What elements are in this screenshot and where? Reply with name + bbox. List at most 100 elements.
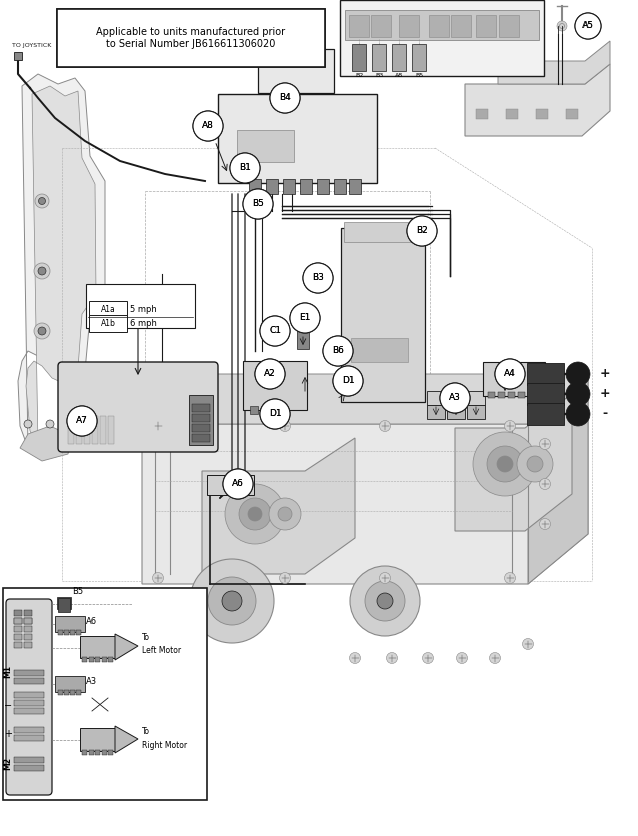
FancyBboxPatch shape	[498, 392, 505, 398]
Circle shape	[350, 566, 420, 636]
FancyBboxPatch shape	[349, 15, 369, 37]
Circle shape	[380, 573, 390, 584]
Circle shape	[407, 216, 437, 246]
Circle shape	[46, 420, 54, 428]
Text: B5: B5	[252, 200, 264, 208]
FancyBboxPatch shape	[64, 690, 69, 695]
Text: TO JOYSTICK: TO JOYSTICK	[12, 43, 52, 48]
Polygon shape	[115, 726, 138, 753]
Circle shape	[67, 406, 97, 436]
Text: A7: A7	[76, 416, 88, 426]
FancyBboxPatch shape	[101, 657, 107, 662]
Circle shape	[67, 406, 97, 436]
FancyBboxPatch shape	[24, 642, 32, 648]
Text: A6: A6	[232, 480, 244, 488]
Text: A6: A6	[232, 480, 244, 488]
Circle shape	[457, 653, 468, 664]
FancyBboxPatch shape	[192, 414, 210, 422]
Circle shape	[380, 421, 390, 431]
FancyBboxPatch shape	[372, 44, 386, 71]
Text: M2: M2	[3, 757, 13, 771]
Circle shape	[387, 653, 397, 664]
Text: C1: C1	[269, 327, 281, 335]
FancyBboxPatch shape	[527, 403, 564, 425]
Text: D1: D1	[342, 376, 354, 385]
Circle shape	[279, 573, 290, 584]
Text: A4: A4	[504, 370, 516, 379]
Circle shape	[566, 402, 590, 426]
Text: A2: A2	[264, 370, 276, 379]
FancyBboxPatch shape	[76, 416, 82, 444]
Text: B5: B5	[415, 73, 423, 78]
FancyBboxPatch shape	[499, 15, 519, 37]
FancyBboxPatch shape	[334, 179, 346, 194]
FancyBboxPatch shape	[192, 404, 210, 412]
FancyBboxPatch shape	[24, 634, 32, 640]
Text: To: To	[142, 727, 150, 736]
FancyBboxPatch shape	[300, 179, 312, 194]
Polygon shape	[115, 634, 138, 660]
Circle shape	[24, 420, 32, 428]
FancyBboxPatch shape	[399, 15, 419, 37]
FancyBboxPatch shape	[89, 315, 127, 333]
FancyBboxPatch shape	[89, 657, 94, 662]
FancyBboxPatch shape	[427, 405, 445, 419]
Circle shape	[260, 399, 290, 429]
Circle shape	[193, 111, 223, 141]
Text: B6: B6	[332, 346, 344, 355]
FancyBboxPatch shape	[92, 416, 98, 444]
Circle shape	[230, 153, 260, 183]
Circle shape	[303, 263, 333, 293]
Circle shape	[575, 13, 601, 39]
Text: B4: B4	[279, 94, 291, 103]
Circle shape	[440, 383, 470, 413]
Circle shape	[333, 366, 363, 396]
Circle shape	[270, 83, 300, 113]
Circle shape	[350, 653, 360, 664]
Circle shape	[440, 383, 470, 413]
Polygon shape	[142, 374, 588, 584]
FancyBboxPatch shape	[58, 630, 63, 635]
Text: A1b: A1b	[101, 319, 115, 329]
Text: A5: A5	[582, 22, 593, 30]
FancyBboxPatch shape	[429, 15, 449, 37]
FancyBboxPatch shape	[476, 109, 488, 119]
Polygon shape	[465, 64, 610, 136]
Text: Applicable to units manufactured prior
to Serial Number JB616611306020: Applicable to units manufactured prior t…	[96, 28, 286, 48]
FancyBboxPatch shape	[84, 416, 90, 444]
Text: Left Motor: Left Motor	[142, 646, 181, 655]
Circle shape	[517, 446, 553, 482]
FancyBboxPatch shape	[14, 757, 44, 763]
Text: B3: B3	[375, 73, 383, 78]
FancyBboxPatch shape	[189, 395, 213, 445]
FancyBboxPatch shape	[250, 406, 258, 414]
Text: B2: B2	[355, 73, 363, 78]
FancyBboxPatch shape	[283, 179, 295, 194]
Text: +: +	[600, 368, 611, 380]
Circle shape	[505, 421, 516, 431]
Circle shape	[533, 26, 543, 36]
Text: 5 mph: 5 mph	[130, 304, 157, 314]
Circle shape	[523, 639, 533, 650]
Circle shape	[290, 303, 320, 333]
Circle shape	[365, 581, 405, 621]
FancyBboxPatch shape	[14, 670, 44, 676]
FancyBboxPatch shape	[89, 750, 94, 755]
Text: A3: A3	[449, 394, 461, 402]
Circle shape	[152, 573, 163, 584]
FancyBboxPatch shape	[14, 692, 44, 698]
Text: M1: M1	[3, 665, 13, 677]
FancyBboxPatch shape	[82, 657, 87, 662]
FancyBboxPatch shape	[192, 434, 210, 442]
FancyBboxPatch shape	[447, 405, 465, 419]
FancyBboxPatch shape	[447, 391, 465, 405]
Circle shape	[243, 189, 273, 219]
FancyBboxPatch shape	[24, 626, 32, 632]
FancyBboxPatch shape	[58, 690, 63, 695]
Text: +: +	[600, 388, 611, 400]
Polygon shape	[202, 438, 355, 574]
Circle shape	[290, 303, 320, 333]
Circle shape	[495, 359, 525, 389]
FancyBboxPatch shape	[55, 676, 85, 692]
Circle shape	[510, 26, 520, 36]
